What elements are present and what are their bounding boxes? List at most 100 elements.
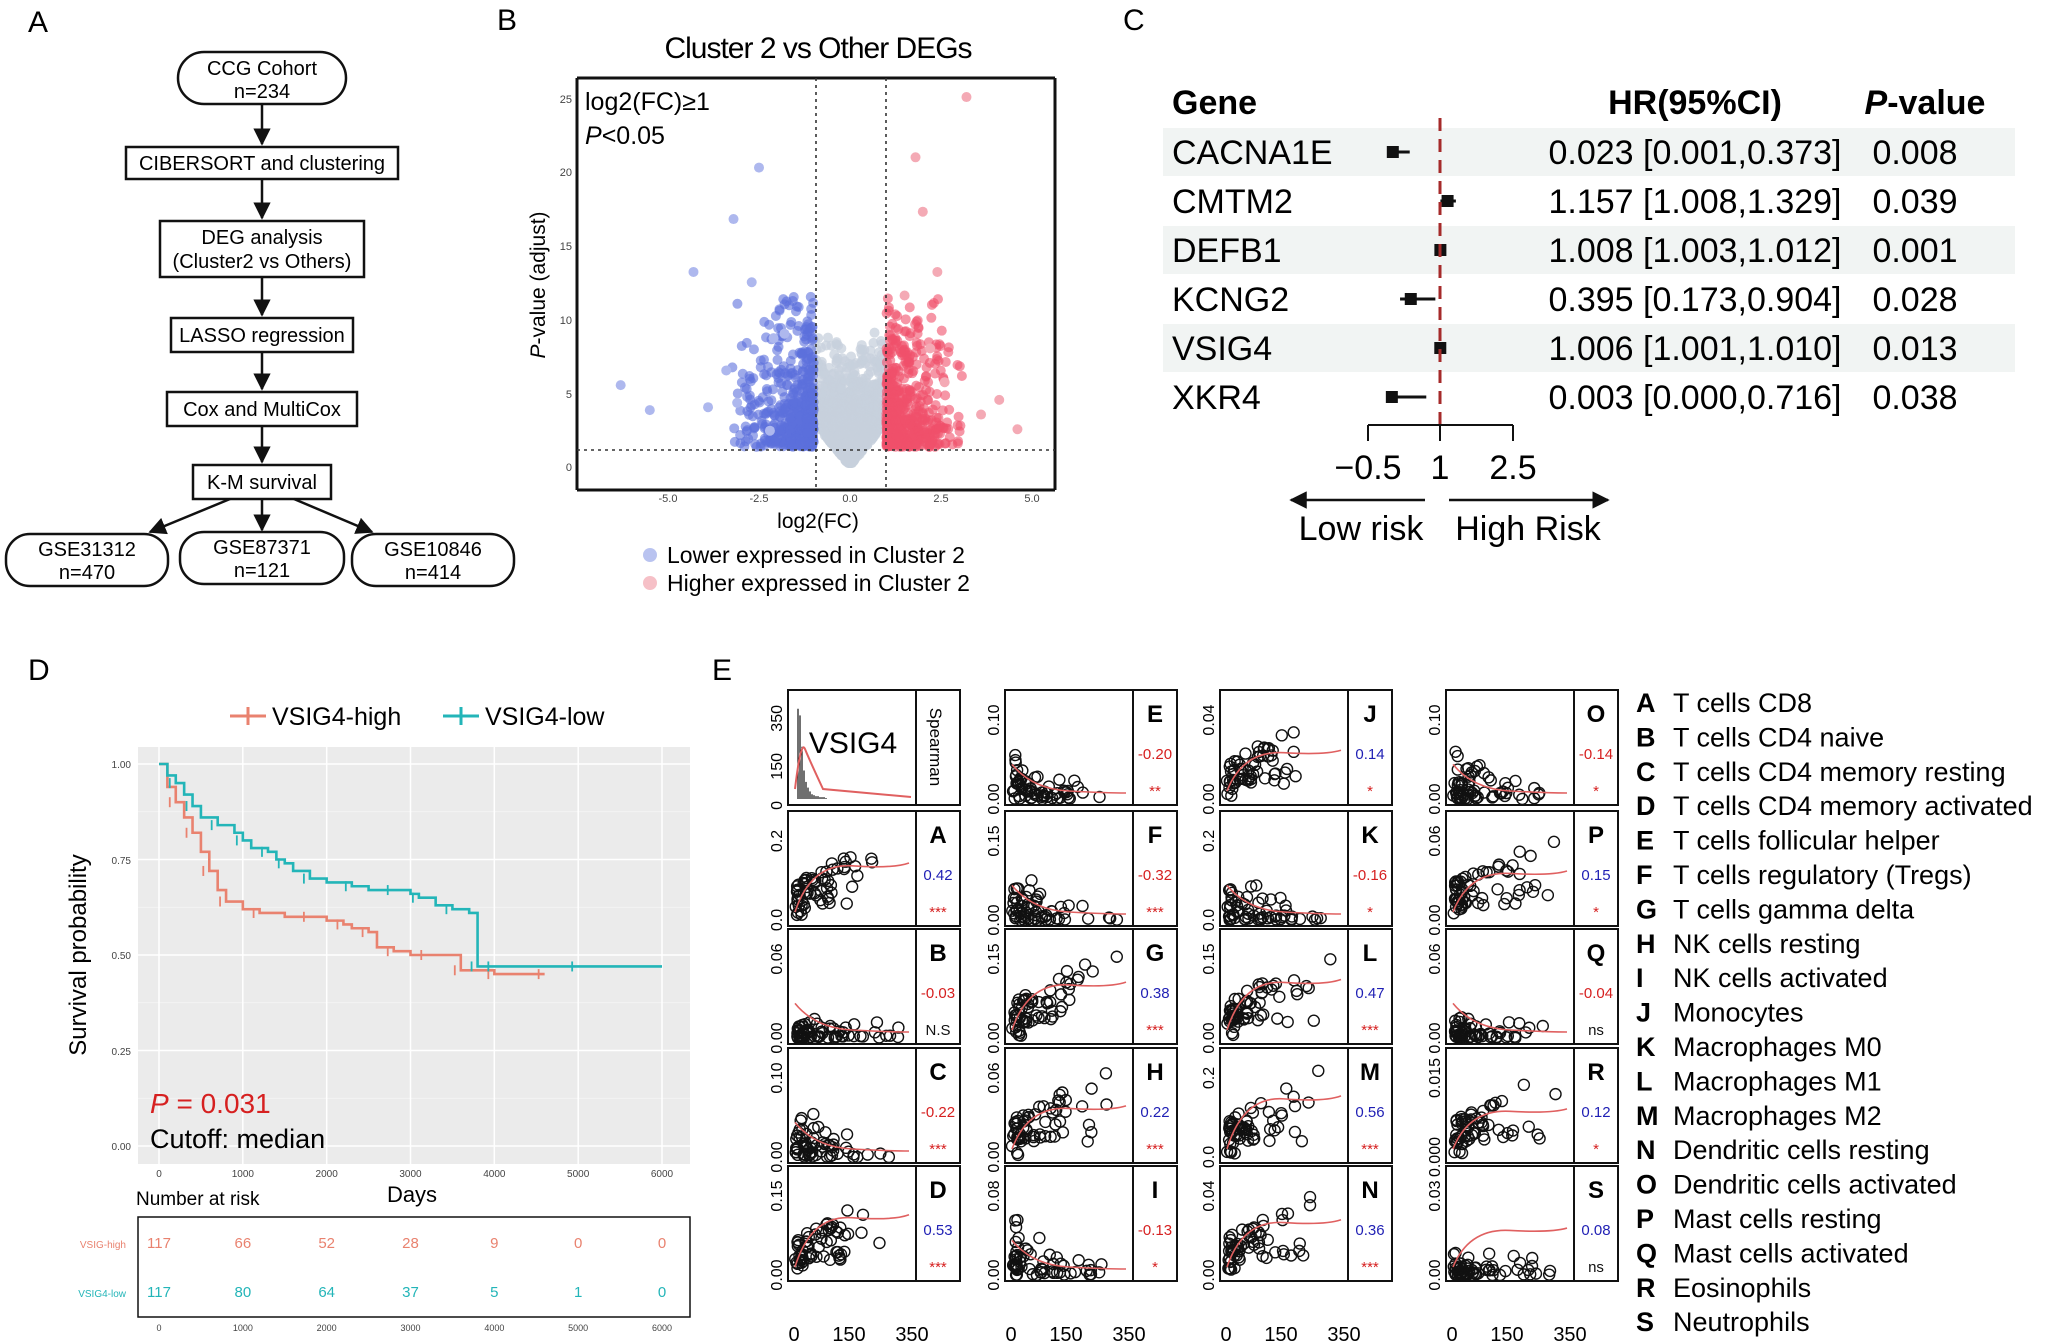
corr-point	[1012, 775, 1025, 788]
flow-gse87371: GSE87371	[213, 537, 311, 559]
volcano-point-down	[773, 367, 784, 378]
flow-cohort: CCG Cohort	[207, 58, 317, 80]
forest-estimate	[1386, 146, 1399, 158]
volcano-point-up	[899, 344, 910, 355]
corr-point	[1245, 1124, 1258, 1138]
corr-point	[1228, 1111, 1242, 1124]
corr-point	[1071, 780, 1084, 794]
corr-point	[1239, 747, 1252, 760]
corr-ytick: 0.06	[1427, 825, 1444, 856]
corr-point	[789, 1141, 803, 1155]
corr-point	[1251, 740, 1264, 753]
corr-point	[1464, 785, 1477, 798]
km-risk-low-count: 64	[318, 1284, 335, 1301]
corr-point	[851, 869, 864, 882]
km-risk-xtick: 2000	[317, 1323, 337, 1333]
volcano-point-up	[887, 401, 898, 412]
corr-point	[1110, 950, 1123, 963]
forest-hr: 1.008 [1.003,1.012]	[1548, 232, 1841, 270]
volcano-point-up	[931, 412, 942, 423]
flow-gse87371-n: n=121	[234, 560, 290, 582]
corr-smooth	[1452, 1227, 1568, 1268]
corr-point	[1010, 882, 1023, 895]
forest-high-risk: High Risk	[1455, 510, 1601, 548]
forest-axis-tick-m05: −0.5	[1334, 449, 1401, 487]
volcano-ytick-20: 20	[560, 167, 572, 179]
corr-point	[1296, 1249, 1310, 1262]
km-xtick: 0	[156, 1169, 162, 1180]
corr-cell-a: A 0.42 *** 0.0 0.2	[769, 810, 961, 931]
legend-celltype: Macrophages M0	[1673, 1032, 1882, 1062]
corr-point	[1502, 1016, 1516, 1029]
volcano-point-down	[732, 397, 743, 408]
corr-point	[841, 1204, 854, 1217]
legend-letter: Q	[1636, 1238, 1657, 1268]
corr-point	[1447, 907, 1460, 920]
volcano-point-down	[802, 428, 813, 439]
corr-point	[1055, 1000, 1069, 1014]
corr-point	[1231, 755, 1244, 768]
corr-point	[1277, 1248, 1291, 1261]
volcano-ylabel: -value (adjust)	[527, 211, 550, 344]
corr-point	[1038, 1266, 1051, 1280]
corr-point	[791, 1148, 804, 1162]
corr-smooth	[1011, 884, 1127, 915]
volcano-point-down	[808, 297, 819, 308]
corr-point	[1547, 835, 1561, 849]
corr-point	[811, 1030, 824, 1043]
km-ytick-025: 0.25	[112, 1047, 132, 1058]
legend-celltype: Macrophages M1	[1673, 1066, 1882, 1096]
forest-gene: CACNA1E	[1172, 134, 1333, 172]
corr-ytick: 0.15	[769, 1180, 786, 1211]
corr-point	[1225, 789, 1238, 802]
corr-smooth	[794, 1002, 910, 1033]
corr-point	[1525, 1259, 1539, 1273]
volcano-point-down	[799, 336, 810, 347]
corr-point	[1027, 1134, 1041, 1148]
volcano-point-down	[735, 430, 746, 441]
legend-celltype: Macrophages M2	[1673, 1101, 1882, 1131]
corr-point	[1268, 774, 1281, 787]
volcano-point-down	[759, 408, 770, 419]
corr-point	[1237, 1012, 1251, 1025]
corr-point	[1542, 1268, 1556, 1281]
km-risk-high-count: 117	[147, 1235, 171, 1252]
volcano-legend-up: Higher expressed in Cluster 2	[667, 570, 970, 596]
corr-point	[1509, 774, 1522, 788]
corr-point	[1037, 1255, 1050, 1268]
volcano-point-down	[729, 423, 740, 434]
corr-point	[1506, 1124, 1520, 1137]
corr-significance: *	[1152, 1259, 1158, 1276]
corr-cell-letter: Q	[1587, 940, 1606, 967]
volcano-point-ns	[836, 383, 847, 394]
corr-coef: 0.22	[1140, 1104, 1169, 1121]
corr-point	[1449, 745, 1462, 758]
volcano-ytick-0: 0	[566, 462, 572, 474]
forest-gene: XKR4	[1172, 379, 1261, 417]
corr-point	[1222, 1253, 1235, 1267]
legend-letter: O	[1636, 1170, 1657, 1200]
corr-point	[823, 896, 836, 910]
corr-point	[1099, 1067, 1113, 1080]
corr-point	[1456, 1115, 1469, 1128]
volcano-point-down	[759, 440, 770, 451]
volcano-point-down	[746, 400, 757, 411]
volcano-point-down	[744, 371, 755, 382]
corr-point	[1011, 1148, 1025, 1162]
corr-point	[1252, 1236, 1266, 1249]
corr-cell-letter: D	[929, 1177, 946, 1204]
volcano-point-ns	[852, 384, 863, 395]
legend-letter: C	[1636, 757, 1656, 787]
corr-point	[791, 906, 805, 919]
volcano-point-down	[741, 337, 752, 348]
km-risk-high-label: VSIG-high	[80, 1240, 126, 1251]
corr-point	[1455, 1146, 1469, 1160]
forest-hr: 0.003 [0.000,0.716]	[1548, 379, 1841, 417]
corr-point	[820, 865, 833, 878]
forest-p: 0.028	[1872, 281, 1957, 319]
volcano-point-up	[934, 420, 945, 431]
corr-point	[1500, 892, 1513, 905]
panel-label-b: B	[497, 4, 517, 37]
km-p-italic: P	[150, 1088, 169, 1119]
flow-gse31312: GSE31312	[38, 539, 136, 561]
